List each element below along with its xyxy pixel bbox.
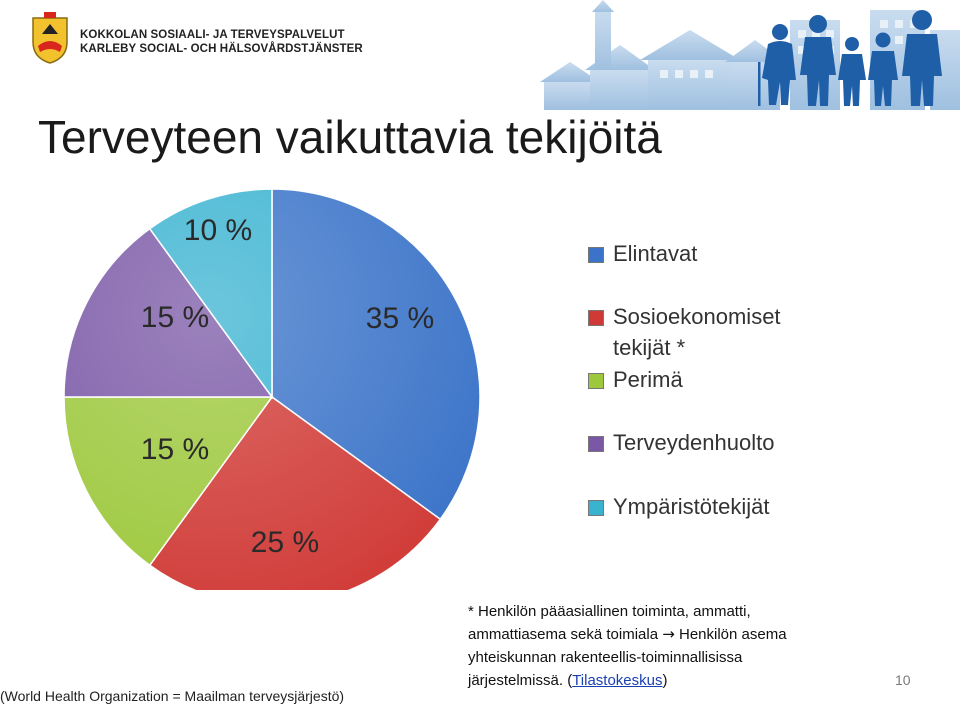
legend-label-ymparistotekijat: Ympäristötekijät xyxy=(613,494,770,519)
footnote-line-1: * Henkilön pääasiallinen toiminta, ammat… xyxy=(468,603,751,620)
legend-label-sosioekonomiset-line2: tekijät * xyxy=(613,335,686,360)
footnote-line-4-a: järjestelmissä. ( xyxy=(468,672,573,689)
footnote-line-2: ammattiasema sekä toimiala → Henkilön as… xyxy=(468,623,888,646)
organization-name: KOKKOLAN SOSIAALI- JA TERVEYSPALVELUT KA… xyxy=(80,28,363,56)
legend-label-terveydenhuolto: Terveydenhuolto xyxy=(613,430,775,455)
health-factors-pie-chart: 35 % 25 % 15 % 15 % 10 % xyxy=(63,188,481,590)
legend-swatch-elintavat xyxy=(588,247,604,263)
legend-label-elintavat: Elintavat xyxy=(613,241,698,266)
legend-label-perima: Perimä xyxy=(613,367,683,392)
footnote-line-3: yhteiskunnan rakenteellis-toiminnallisis… xyxy=(468,649,743,666)
data-label-terveydenhuolto: 15 % xyxy=(141,301,209,334)
legend-label-sosioekonomiset: Sosioekonomiset xyxy=(613,304,781,329)
footnote: * Henkilön pääasiallinen toiminta, ammat… xyxy=(468,600,888,692)
data-label-sosioekonomiset: 25 % xyxy=(251,526,319,559)
legend-swatch-terveydenhuolto xyxy=(588,436,604,452)
legend-swatch-perima xyxy=(588,373,604,389)
footnote-line-2-b: Henkilön asema xyxy=(674,626,787,643)
page-title: Terveyteen vaikuttavia tekijöitä xyxy=(38,111,662,163)
legend-swatch-ymparistotekijat xyxy=(588,500,604,516)
organization-name-sv: KARLEBY SOCIAL- OCH HÄLSOVÅRDSTJÄNSTER xyxy=(80,43,363,55)
footnote-line-2-a: ammattiasema sekä toimiala xyxy=(468,626,663,643)
footnote-line-4-b: ) xyxy=(662,672,668,689)
coat-of-arms-logo xyxy=(32,12,68,64)
legend-swatch-sosioekonomiset xyxy=(588,310,604,326)
data-label-perima: 15 % xyxy=(141,433,209,466)
tilastokeskus-link[interactable]: Tilastokeskus xyxy=(572,672,663,689)
page-number: 10 xyxy=(895,672,911,688)
data-label-ymparistotekijat: 10 % xyxy=(184,214,252,247)
footnote-line-4: järjestelmissä. (Tilastokeskus) xyxy=(468,669,888,692)
source-note: (World Health Organization = Maailman te… xyxy=(0,688,345,704)
data-label-elintavat: 35 % xyxy=(366,302,434,335)
organization-name-fi: KOKKOLAN SOSIAALI- JA TERVEYSPALVELUT xyxy=(80,29,345,41)
arrow-right-icon: → xyxy=(662,625,675,643)
city-family-banner xyxy=(540,0,960,110)
